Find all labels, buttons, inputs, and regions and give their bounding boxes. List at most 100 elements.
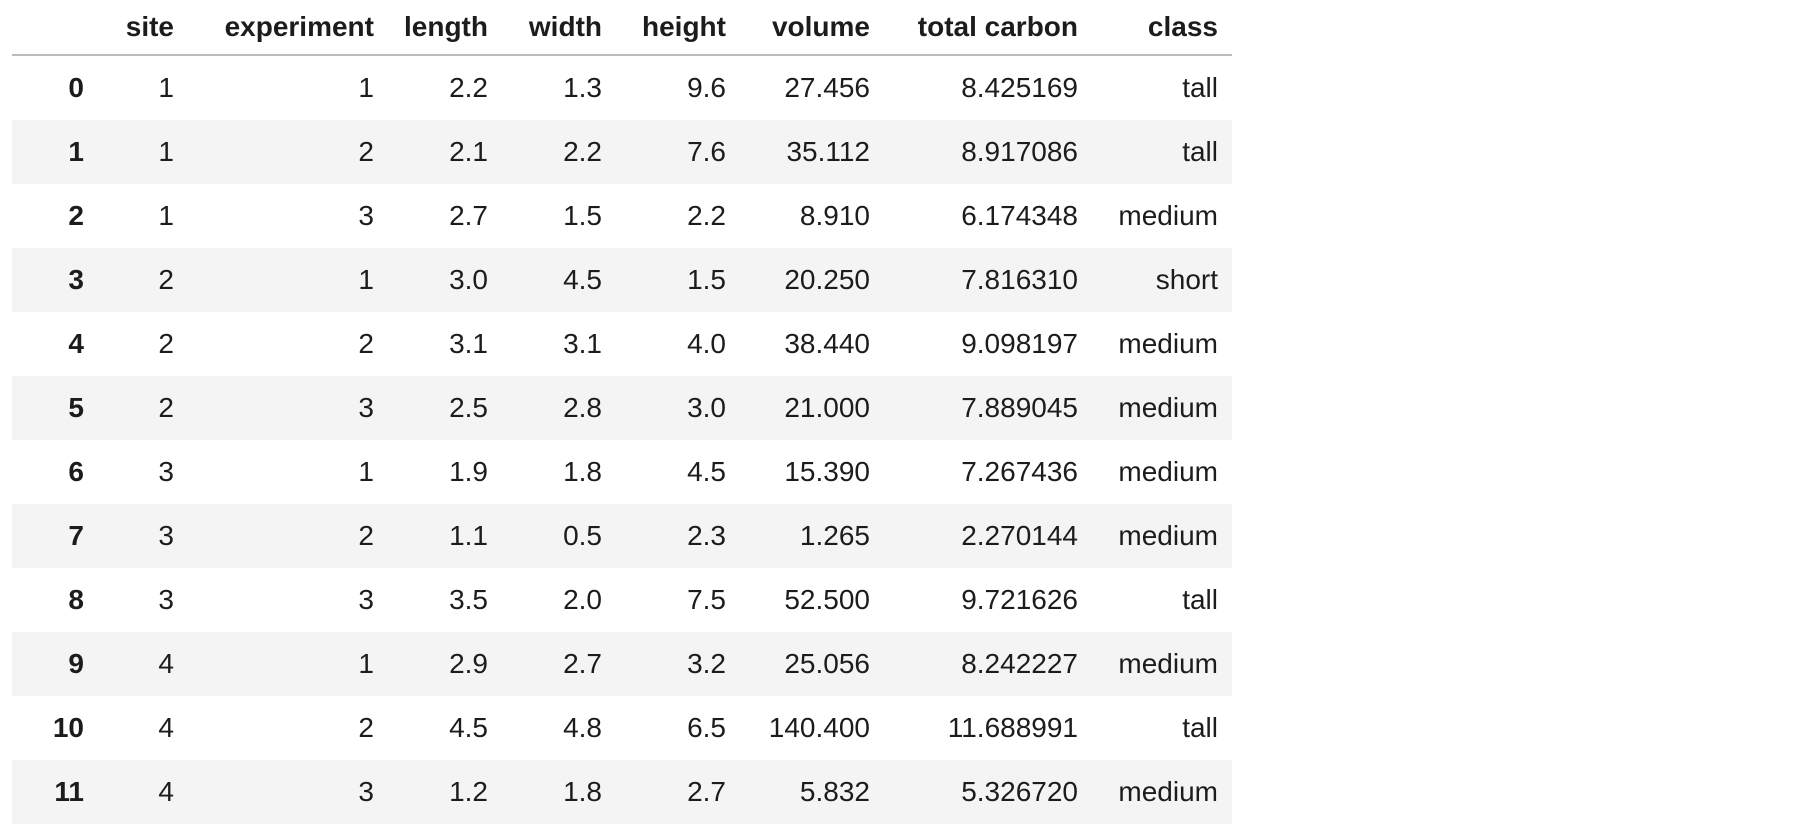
row-index: 2	[68, 200, 84, 231]
header-experiment: experiment	[188, 0, 388, 56]
cell-class: medium	[1118, 328, 1218, 359]
cell-width: 3.1	[563, 328, 602, 359]
row-index: 9	[68, 648, 84, 679]
cell-experiment: 1	[358, 264, 374, 295]
cell-total-carbon: 7.816310	[961, 264, 1078, 295]
cell-site: 3	[158, 520, 174, 551]
cell-total-carbon: 8.917086	[961, 136, 1078, 167]
cell-length: 2.2	[449, 72, 488, 103]
cell-total-carbon: 9.098197	[961, 328, 1078, 359]
cell-total-carbon: 7.267436	[961, 456, 1078, 487]
cell-width: 4.5	[563, 264, 602, 295]
cell-volume: 38.440	[784, 328, 870, 359]
cell-site: 2	[158, 264, 174, 295]
cell-site: 1	[158, 200, 174, 231]
header-site: site	[98, 0, 188, 56]
cell-width: 1.5	[563, 200, 602, 231]
table-row: 3 2 1 3.0 4.5 1.5 20.250 7.816310 short	[12, 248, 1232, 312]
cell-length: 1.9	[449, 456, 488, 487]
cell-total-carbon: 2.270144	[961, 520, 1078, 551]
cell-height: 2.3	[687, 520, 726, 551]
row-index: 3	[68, 264, 84, 295]
cell-experiment: 2	[358, 136, 374, 167]
cell-volume: 21.000	[784, 392, 870, 423]
cell-class: medium	[1118, 200, 1218, 231]
cell-site: 4	[158, 712, 174, 743]
cell-width: 1.8	[563, 776, 602, 807]
cell-volume: 25.056	[784, 648, 870, 679]
table-row: 6 3 1 1.9 1.8 4.5 15.390 7.267436 medium	[12, 440, 1232, 504]
row-index: 4	[68, 328, 84, 359]
cell-height: 6.5	[687, 712, 726, 743]
cell-class: tall	[1182, 136, 1218, 167]
cell-total-carbon: 7.889045	[961, 392, 1078, 423]
cell-width: 2.0	[563, 584, 602, 615]
cell-experiment: 3	[358, 584, 374, 615]
cell-length: 3.5	[449, 584, 488, 615]
cell-height: 4.0	[687, 328, 726, 359]
table-row: 2 1 3 2.7 1.5 2.2 8.910 6.174348 medium	[12, 184, 1232, 248]
cell-width: 2.2	[563, 136, 602, 167]
cell-class: tall	[1182, 712, 1218, 743]
cell-volume: 1.265	[799, 520, 870, 551]
cell-experiment: 2	[358, 712, 374, 743]
cell-height: 1.5	[687, 264, 726, 295]
row-index: 5	[68, 392, 84, 423]
table-row: 0 1 1 2.2 1.3 9.6 27.456 8.425169 tall	[12, 55, 1232, 120]
table-row: 5 2 3 2.5 2.8 3.0 21.000 7.889045 medium	[12, 376, 1232, 440]
dataframe-output: site experiment length width height volu…	[12, 0, 1232, 824]
cell-class: medium	[1118, 520, 1218, 551]
cell-experiment: 1	[358, 456, 374, 487]
cell-length: 4.5	[449, 712, 488, 743]
cell-height: 3.2	[687, 648, 726, 679]
table-row: 4 2 2 3.1 3.1 4.0 38.440 9.098197 medium	[12, 312, 1232, 376]
row-index: 1	[68, 136, 84, 167]
cell-experiment: 3	[358, 392, 374, 423]
cell-volume: 20.250	[784, 264, 870, 295]
cell-length: 1.1	[449, 520, 488, 551]
cell-volume: 52.500	[784, 584, 870, 615]
cell-length: 2.5	[449, 392, 488, 423]
cell-volume: 5.832	[799, 776, 870, 807]
cell-site: 2	[158, 328, 174, 359]
table-row: 1 1 2 2.1 2.2 7.6 35.112 8.917086 tall	[12, 120, 1232, 184]
cell-width: 1.8	[563, 456, 602, 487]
cell-class: medium	[1118, 456, 1218, 487]
header-length: length	[388, 0, 502, 56]
cell-site: 3	[158, 456, 174, 487]
cell-site: 4	[158, 648, 174, 679]
cell-site: 4	[158, 776, 174, 807]
cell-total-carbon: 5.326720	[961, 776, 1078, 807]
cell-class: medium	[1118, 648, 1218, 679]
cell-length: 2.7	[449, 200, 488, 231]
row-index: 6	[68, 456, 84, 487]
row-index: 0	[68, 72, 84, 103]
cell-class: medium	[1118, 776, 1218, 807]
cell-width: 0.5	[563, 520, 602, 551]
cell-total-carbon: 8.425169	[961, 72, 1078, 103]
row-index: 11	[54, 776, 84, 807]
cell-experiment: 3	[358, 200, 374, 231]
cell-height: 4.5	[687, 456, 726, 487]
row-index: 10	[52, 712, 84, 743]
cell-experiment: 1	[358, 72, 374, 103]
header-index	[12, 0, 98, 56]
cell-height: 2.7	[687, 776, 726, 807]
cell-class: tall	[1182, 584, 1218, 615]
table-row: 9 4 1 2.9 2.7 3.2 25.056 8.242227 medium	[12, 632, 1232, 696]
cell-length: 3.1	[449, 328, 488, 359]
cell-class: short	[1155, 264, 1218, 295]
cell-length: 2.1	[449, 136, 488, 167]
cell-experiment: 3	[358, 776, 374, 807]
cell-site: 3	[158, 584, 174, 615]
cell-experiment: 2	[358, 520, 374, 551]
cell-width: 2.7	[563, 648, 602, 679]
cell-total-carbon: 11.688991	[947, 712, 1078, 743]
table-header: site experiment length width height volu…	[12, 0, 1232, 56]
cell-width: 4.8	[563, 712, 602, 743]
header-volume: volume	[740, 0, 884, 56]
cell-experiment: 1	[358, 648, 374, 679]
header-width: width	[502, 0, 616, 56]
cell-site: 1	[158, 136, 174, 167]
cell-volume: 27.456	[784, 72, 870, 103]
